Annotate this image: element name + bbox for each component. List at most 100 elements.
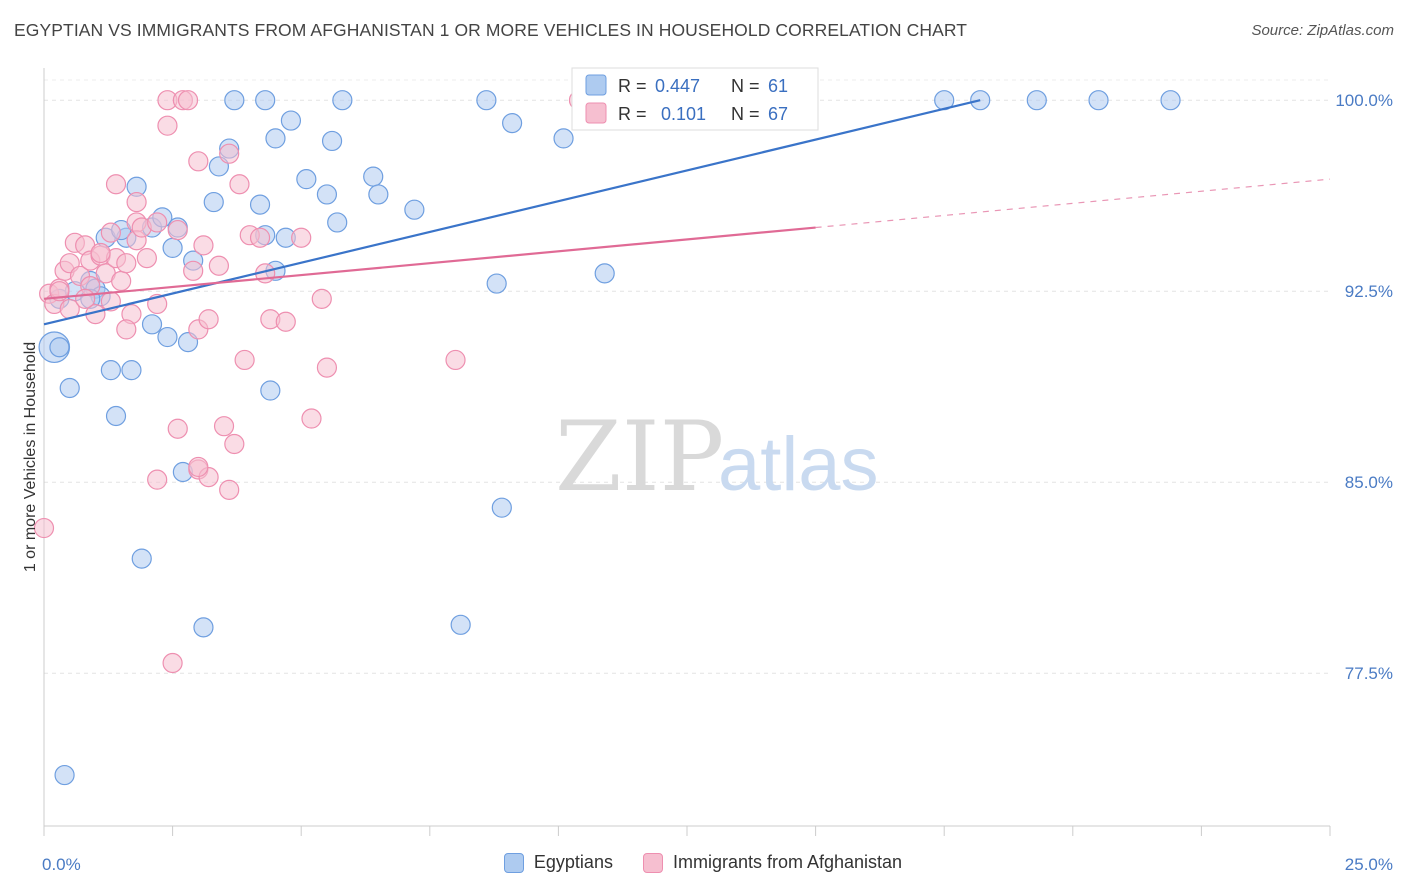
legend-label-egyptians: Egyptians	[533, 852, 613, 872]
data-point	[553, 128, 574, 149]
series-afghanistan-points	[33, 90, 590, 674]
data-point	[75, 288, 96, 309]
y-tick-label: 77.5%	[1345, 664, 1393, 683]
data-point	[136, 247, 157, 269]
data-point	[311, 288, 332, 309]
data-point	[188, 456, 209, 478]
data-point	[157, 326, 178, 348]
data-point	[476, 90, 497, 111]
data-point	[316, 184, 338, 205]
data-point	[265, 128, 286, 149]
data-point	[275, 311, 296, 332]
data-point	[1160, 90, 1181, 111]
data-point	[54, 764, 75, 786]
data-point	[147, 212, 168, 233]
y-tick-label: 85.0%	[1345, 473, 1393, 492]
legend-label-afghanistan: Immigrants from Afghanistan	[672, 852, 903, 872]
legend-r-label: R =	[618, 76, 647, 96]
data-point	[219, 143, 240, 164]
data-point	[126, 191, 147, 213]
data-point	[255, 90, 276, 111]
data-point	[208, 255, 229, 276]
data-point	[167, 219, 188, 241]
legend-swatch-pink	[642, 852, 663, 873]
data-point	[116, 319, 137, 340]
chart-title: EGYPTIAN VS IMMIGRANTS FROM AFGHANISTAN …	[14, 20, 968, 40]
data-point	[105, 405, 127, 427]
data-point	[327, 212, 348, 233]
trend-lines	[43, 99, 1331, 326]
data-point	[162, 237, 183, 259]
data-point	[203, 191, 224, 213]
legend-item-afghanistan: Immigrants from Afghanistan	[642, 852, 903, 873]
data-point	[116, 253, 137, 274]
legend-box	[571, 67, 819, 131]
y-axis-label: 1 or more Vehicles in Household	[22, 342, 39, 572]
watermark-atlas: atlas	[718, 422, 879, 507]
data-point	[141, 314, 163, 335]
data-point	[193, 617, 214, 638]
data-point	[131, 548, 152, 569]
data-point	[249, 194, 271, 215]
data-point	[193, 235, 214, 256]
trend-line-egyptians	[43, 99, 981, 326]
data-point	[121, 360, 142, 381]
data-point	[316, 357, 338, 378]
data-point	[502, 113, 523, 134]
legend-n-label: N =	[731, 104, 760, 124]
data-point	[280, 110, 302, 131]
data-point	[224, 433, 245, 455]
data-point	[224, 90, 245, 111]
data-point	[321, 130, 343, 152]
data-point	[188, 151, 209, 172]
legend-r-value: 0.447	[655, 76, 700, 96]
x-tick-label: 0.0%	[42, 855, 81, 874]
legend-n-value: 67	[768, 104, 788, 124]
watermark-zip: ZIP	[555, 401, 724, 513]
legend-swatch-blue	[503, 852, 524, 873]
data-point	[162, 652, 183, 674]
data-point	[105, 174, 127, 195]
data-point	[111, 270, 132, 292]
data-point	[291, 227, 312, 248]
data-point	[594, 263, 615, 284]
data-point	[147, 469, 168, 490]
data-point	[59, 377, 80, 399]
data-point	[363, 166, 384, 187]
legend-item-egyptians: Egyptians	[503, 852, 613, 873]
data-point	[445, 349, 466, 371]
data-point	[100, 222, 121, 243]
trend-line-afghanistan-extension	[815, 178, 1331, 229]
data-point	[368, 184, 389, 205]
data-point	[229, 174, 250, 195]
data-point	[301, 408, 322, 429]
data-point	[198, 309, 219, 330]
top-legend: R = 0.447 N = 61 R = 0.101 N = 67	[571, 67, 819, 131]
data-point	[486, 273, 507, 294]
data-point	[249, 227, 271, 248]
data-point	[450, 614, 471, 635]
axes	[43, 68, 1331, 836]
data-point	[49, 337, 70, 358]
data-point	[1088, 90, 1109, 111]
y-tick-label: 100.0%	[1335, 91, 1393, 110]
data-point	[90, 242, 111, 264]
trend-line-afghanistan	[43, 226, 816, 300]
data-point	[219, 479, 240, 500]
data-point	[183, 260, 204, 281]
data-point	[234, 349, 255, 371]
x-tick-label: 25.0%	[1345, 855, 1393, 874]
data-point	[177, 90, 199, 111]
legend-n-value: 61	[768, 76, 788, 96]
data-point	[167, 418, 188, 439]
data-point	[213, 416, 235, 437]
legend-swatch-pink	[585, 102, 607, 124]
data-point	[260, 380, 281, 401]
bottom-legend: Egyptians Immigrants from Afghanistan	[0, 852, 1406, 873]
y-tick-label: 92.5%	[1345, 282, 1393, 301]
legend-n-label: N =	[731, 76, 760, 96]
data-point	[33, 517, 55, 539]
tick-labels: 100.0% 92.5% 85.0% 77.5% 0.0% 25.0%	[42, 91, 1393, 874]
legend-swatch-blue	[585, 74, 607, 96]
